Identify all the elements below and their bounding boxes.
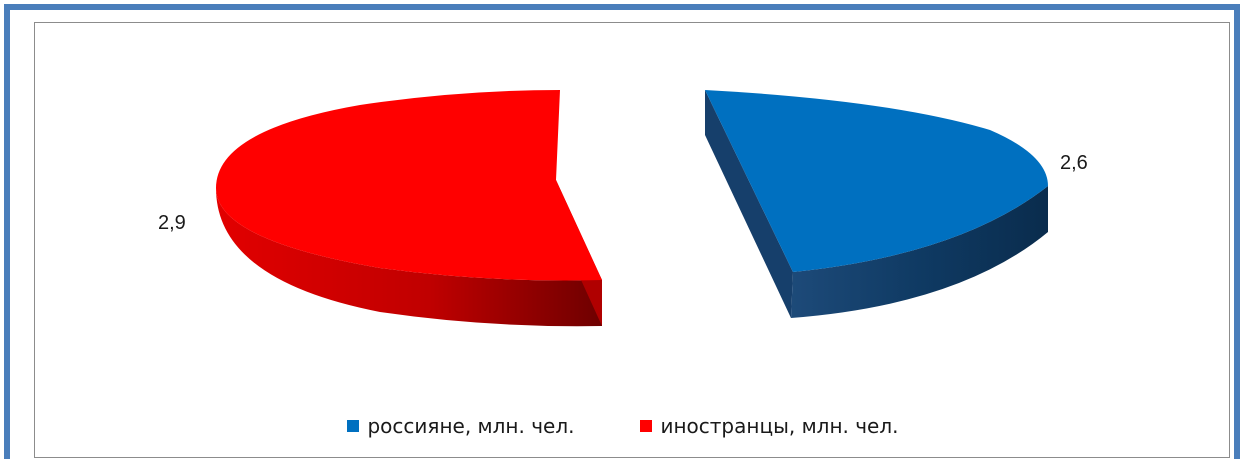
- slice-rossiyane-top: [705, 90, 1048, 272]
- slice-inostrantsy-side: [216, 188, 602, 327]
- legend-label-rossiyane: россияне, млн. чел.: [367, 414, 575, 438]
- outer-frame: [4, 4, 1240, 459]
- slice-rossiyane-side: [791, 186, 1048, 318]
- legend-label-inostrantsy: иностранцы, млн. чел.: [660, 414, 899, 438]
- legend-item-rossiyane: россияне, млн. чел.: [347, 414, 574, 438]
- legend-item-inostrantsy: иностранцы, млн. чел.: [640, 414, 899, 438]
- slice-rossiyane-inner-wall: [705, 90, 793, 318]
- legend: россияне, млн. чел. иностранцы, млн. чел…: [0, 414, 1246, 438]
- data-label-inostrantsy: 2,9: [158, 212, 186, 234]
- data-label-rossiyane: 2,6: [1060, 152, 1088, 174]
- slice-inostrantsy-top: [216, 90, 602, 281]
- legend-swatch-inostrantsy: [640, 420, 653, 432]
- slice-inostrantsy: [216, 90, 602, 327]
- slice-rossiyane: [705, 90, 1048, 318]
- legend-swatch-rossiyane: [347, 420, 360, 432]
